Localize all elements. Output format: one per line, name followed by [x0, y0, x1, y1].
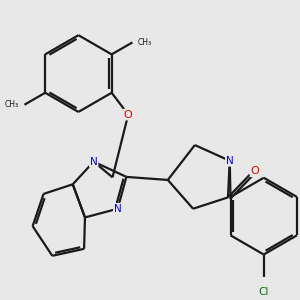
Text: Cl: Cl — [259, 287, 269, 297]
Text: N: N — [114, 204, 122, 214]
Text: O: O — [250, 166, 260, 176]
Text: CH₃: CH₃ — [5, 100, 19, 109]
Text: CH₃: CH₃ — [138, 38, 152, 47]
Text: N: N — [90, 157, 98, 166]
Text: O: O — [124, 110, 133, 119]
Text: N: N — [226, 156, 234, 166]
